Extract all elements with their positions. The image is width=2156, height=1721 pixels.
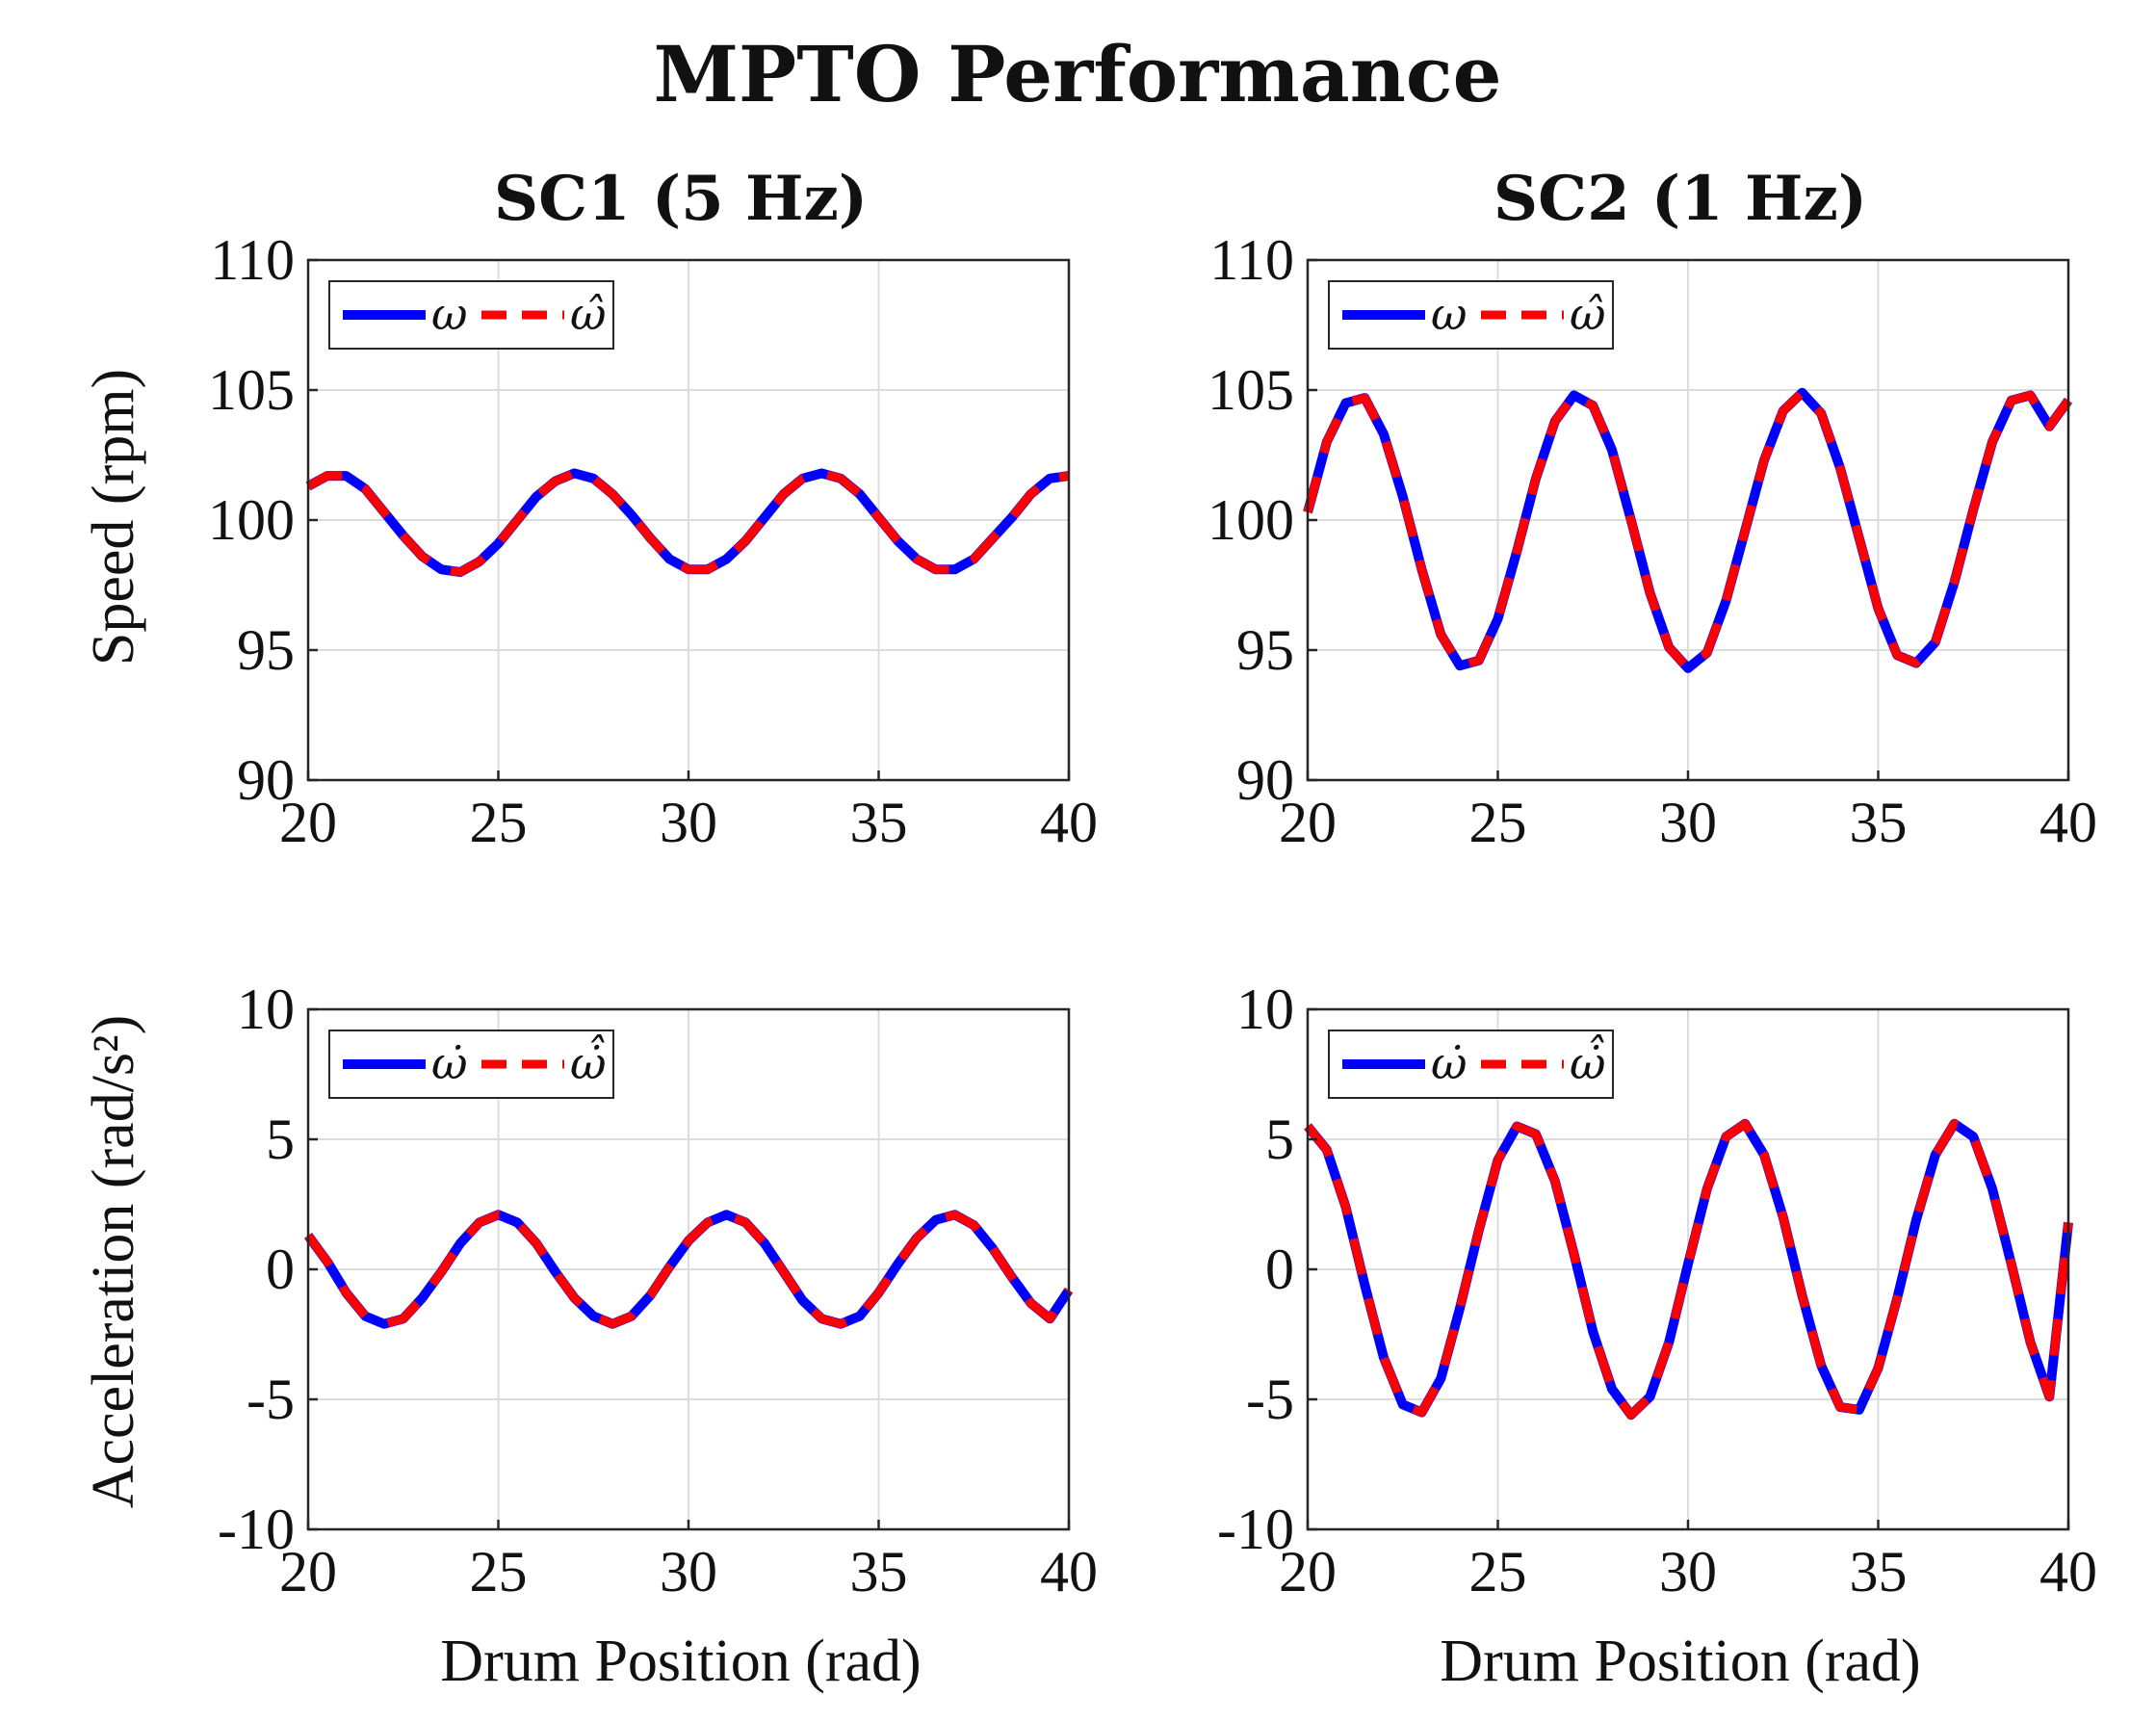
tick-label-x: 25 [1469, 1540, 1527, 1604]
series-line-estimated [1303, 388, 2072, 673]
tick-label-y: 105 [208, 358, 295, 422]
tick-label-x: 20 [279, 791, 337, 854]
tick-label-x: 40 [1040, 1540, 1098, 1604]
tick-label-x: 35 [1850, 1540, 1908, 1604]
tick-label-y: 110 [1209, 228, 1294, 292]
ylabel-acceleration: Acceleration (rad/s²) [81, 1015, 146, 1509]
tick-label-x: 25 [470, 1540, 528, 1604]
series-line-estimated [305, 468, 1070, 577]
tick-label-x: 25 [470, 791, 528, 854]
column-title-sc2: SC2 (1 Hz) [1494, 163, 1867, 235]
panel-2: 20 25 30 35 40 90 95 100 105 110 ω ω̂ [1208, 228, 2097, 854]
tick-label-x: 20 [1279, 1540, 1337, 1604]
tick-label-x: 35 [1850, 791, 1908, 854]
tick-label-y: 10 [237, 978, 295, 1041]
tick-label-x: 30 [1659, 1540, 1717, 1604]
xlabel-right: Drum Position (rad) [1440, 1629, 1920, 1694]
tick-label-x: 35 [850, 791, 908, 854]
figure-title: MPTO Performance [653, 29, 1501, 119]
tick-label-x: 30 [660, 1540, 717, 1604]
legend-label-estimated: ω̂ [1570, 288, 1606, 340]
legend-label-measured: ω̇ [1431, 1037, 1468, 1089]
tick-label-y: 0 [266, 1238, 295, 1301]
tick-label-x: 20 [1279, 791, 1337, 854]
tick-label-y: 110 [210, 228, 295, 292]
tick-label-x: 40 [1040, 791, 1098, 854]
tick-label-x: 40 [2039, 791, 2097, 854]
tick-label-y: -10 [218, 1498, 295, 1561]
tick-label-y: 95 [1236, 618, 1294, 682]
panel-3: 20 25 30 35 40 -10 -5 0 5 10 ω̇ ω̇̂ [218, 978, 1098, 1604]
tick-label-x: 40 [2039, 1540, 2097, 1604]
panel-1: 20 25 30 35 40 90 95 100 105 110 ω ω̂ [208, 228, 1098, 854]
series-line-estimated [304, 1210, 1073, 1329]
tick-label-x: 25 [1469, 791, 1527, 854]
legend: ω̇ ω̇̂ [328, 1030, 614, 1099]
legend-label-estimated: ω̇̂ [1570, 1033, 1606, 1089]
tick-label-y: 105 [1208, 358, 1294, 422]
tick-label-y: -10 [1217, 1498, 1294, 1561]
legend: ω ω̂ [328, 280, 614, 350]
tick-label-x: 30 [1659, 791, 1717, 854]
tick-label-y: 10 [1236, 978, 1294, 1041]
legend: ω ω̂ [1328, 280, 1614, 350]
column-title-sc1: SC1 (5 Hz) [494, 163, 868, 235]
tick-label-x: 30 [660, 791, 717, 854]
tick-label-y: 90 [237, 748, 295, 812]
panel-4: 20 25 30 35 40 -10 -5 0 5 10 ω̇ ω̇̂ [1217, 978, 2097, 1604]
tick-label-y: 5 [266, 1108, 295, 1171]
tick-label-y: 95 [237, 618, 295, 682]
tick-label-y: 100 [1208, 488, 1294, 552]
tick-label-y: 100 [208, 488, 295, 552]
legend-label-estimated: ω̇̂ [570, 1033, 607, 1089]
tick-label-y: 0 [1265, 1238, 1294, 1301]
tick-label-x: 35 [850, 1540, 908, 1604]
ylabel-speed: Speed (rpm) [81, 369, 146, 665]
legend-label-measured: ω [1431, 288, 1468, 340]
tick-label-y: 5 [1265, 1108, 1294, 1171]
legend-box [1328, 1030, 1614, 1099]
legend: ω̇ ω̇̂ [1328, 1030, 1614, 1099]
tick-label-x: 20 [279, 1540, 337, 1604]
xlabel-left: Drum Position (rad) [440, 1629, 921, 1694]
tick-label-y: -5 [247, 1368, 295, 1431]
tick-label-y: -5 [1246, 1368, 1294, 1431]
legend-label-measured: ω [431, 288, 468, 340]
tick-label-y: 90 [1236, 748, 1294, 812]
legend-label-measured: ω̇ [431, 1037, 468, 1089]
series-line-estimated [1304, 1119, 2073, 1420]
legend-label-estimated: ω̂ [570, 288, 607, 340]
